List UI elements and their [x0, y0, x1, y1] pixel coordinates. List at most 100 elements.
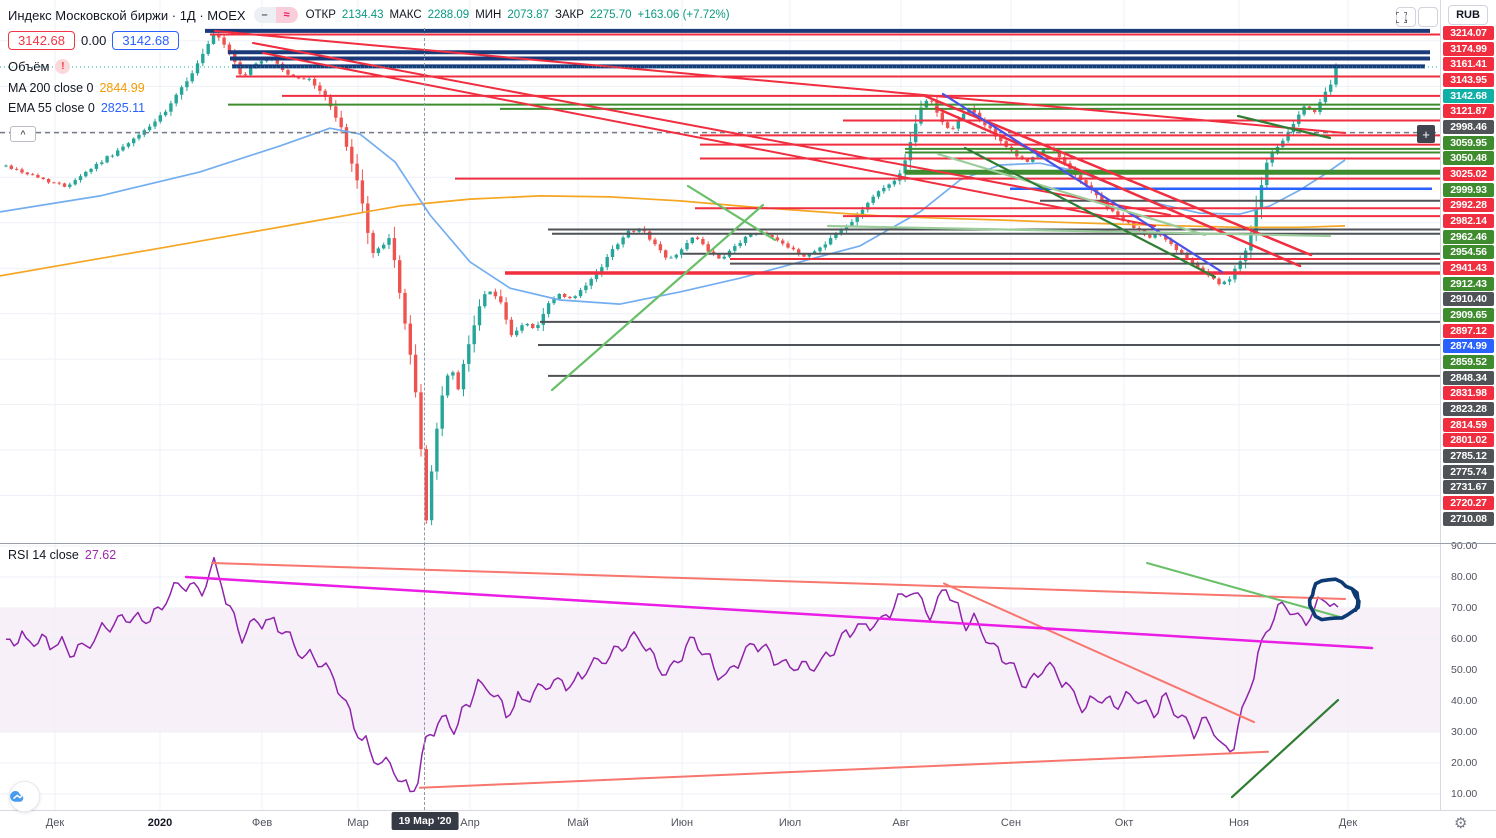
- price-axis-label: 2909.65: [1443, 307, 1494, 322]
- ohlc-readout: ОТКР 2134.43 МАКС 2288.09 МИН 2073.87 ЗАКР 2…: [306, 9, 730, 21]
- close-value: 2275.70: [589, 9, 632, 21]
- ema55-label: EMA 55 close 0: [8, 101, 95, 115]
- close-label: ЗАКР: [554, 9, 584, 21]
- axis-border: [1440, 0, 1441, 838]
- time-axis[interactable]: 19 Мар '20 ⚙ Дек 2020 Фев Мар Апр Май Июн Июл Ав…: [0, 810, 1496, 838]
- price-axis-label: 2998.46: [1443, 120, 1494, 134]
- low-label: МИН: [475, 9, 502, 21]
- horizontal-level-lines: [0, 28, 1441, 377]
- tradingview-logo-button[interactable]: [9, 781, 40, 812]
- rsi-axis-label: 50.00: [1451, 664, 1478, 676]
- price-axis-label: 2999.93: [1443, 182, 1494, 197]
- open-label: ОТКР: [305, 9, 336, 21]
- rsi-label: RSI 14 close: [8, 548, 79, 562]
- ema55-indicator-row: EMA 55 close 0 2825.11: [8, 101, 145, 115]
- price-axis-label: 2831.98: [1443, 386, 1494, 401]
- rsi-trend-lines: [184, 562, 1374, 799]
- style-dash-button[interactable]: –: [253, 7, 276, 23]
- high-label: МАКС: [389, 9, 422, 21]
- price-axis-label: 3142.68: [1443, 88, 1494, 103]
- price-axis-label: 2910.40: [1443, 292, 1494, 307]
- sell-price-button[interactable]: 3142.68: [8, 31, 75, 50]
- exclamation-icon: !: [61, 61, 65, 72]
- rsi-line: [5, 556, 1339, 793]
- style-wave-button[interactable]: ≈: [275, 7, 298, 23]
- time-axis-label: Ноя: [1228, 817, 1250, 829]
- price-axis-label: 2962.46: [1443, 229, 1494, 244]
- add-alert-plus-icon[interactable]: +: [1417, 125, 1435, 143]
- time-axis-label: Сен: [1000, 817, 1022, 829]
- chart-header: Индекс Московской биржи · 1Д · MOEX – ≈ …: [8, 4, 730, 26]
- download-button[interactable]: ↓: [1396, 7, 1416, 27]
- rsi-axis-label: 70.00: [1451, 602, 1478, 614]
- currency-button[interactable]: RUB: [1448, 5, 1488, 25]
- ma200-indicator-row: MA 200 close 0 2844.99: [8, 81, 145, 95]
- fullscreen-button[interactable]: [1396, 7, 1438, 27]
- time-axis-label: Авг: [892, 817, 910, 829]
- collapse-pane-button[interactable]: ^: [10, 126, 36, 142]
- rsi-axis-label: 40.00: [1451, 695, 1478, 707]
- price-axis-label: 2859.52: [1443, 354, 1494, 369]
- rsi-axis-label: 20.00: [1451, 757, 1478, 769]
- bid-ask-row: 3142.68 0.00 3142.68: [8, 31, 180, 50]
- price-axis-label: 2720.27: [1443, 495, 1494, 510]
- currency-label: RUB: [1456, 9, 1480, 21]
- price-axis-label: 2814.59: [1443, 417, 1494, 432]
- volume-label: Объём: [8, 59, 50, 74]
- tradingview-logo-icon: [10, 790, 25, 802]
- ma200-value: 2844.99: [99, 81, 145, 95]
- candlestick-series: [4, 31, 1338, 526]
- price-axis[interactable]: 3214.07 3174.99 3161.41 3143.95 3142.68 3121.…: [1441, 0, 1496, 810]
- download-icon: ↓: [1403, 10, 1409, 24]
- price-axis-label: 2801.02: [1443, 433, 1494, 448]
- high-value: 2288.09: [427, 9, 470, 21]
- price-axis-label: 2848.34: [1443, 370, 1494, 385]
- hand-drawn-circle-annotation: [1307, 577, 1361, 622]
- time-axis-label: Фев: [251, 817, 273, 829]
- symbol-title[interactable]: Индекс Московской биржи · 1Д · MOEX: [8, 7, 246, 23]
- ma200-label: MA 200 close 0: [8, 81, 94, 95]
- price-axis-label: 2941.43: [1443, 260, 1494, 275]
- price-axis-label: 3050.48: [1443, 151, 1494, 166]
- rsi-axis-label: 10.00: [1451, 788, 1478, 800]
- price-axis-label: 2874.99: [1443, 339, 1494, 354]
- rsi-pane-canvas[interactable]: [0, 543, 1441, 810]
- time-axis-label: Апр: [460, 817, 480, 829]
- chart-action-buttons: ↓: [1396, 7, 1438, 27]
- time-axis-label: Июл: [778, 817, 802, 829]
- rsi-axis-label: 80.00: [1451, 571, 1478, 583]
- price-axis-label: 3143.95: [1443, 73, 1494, 87]
- fullscreen-icon: [1396, 11, 1407, 23]
- price-axis-label: 2775.74: [1443, 464, 1494, 479]
- crosshair-vertical-line: [424, 28, 425, 810]
- spread-value: 0.00: [81, 33, 107, 48]
- low-value: 2073.87: [507, 9, 549, 21]
- pane-separator[interactable]: [0, 543, 1496, 544]
- price-axis-label: 2731.67: [1443, 480, 1494, 495]
- rsi-axis-label: 60.00: [1451, 633, 1478, 645]
- wave-icon: ≈: [283, 9, 290, 21]
- time-axis-label: Окт: [1114, 817, 1134, 829]
- ema55-value: 2825.11: [100, 101, 146, 115]
- gear-icon[interactable]: ⚙: [1454, 814, 1468, 832]
- trend-lines: [214, 30, 1346, 392]
- time-axis-label: 2020: [147, 817, 173, 829]
- ma200-line: [0, 195, 1346, 277]
- rsi-axis-label: 30.00: [1451, 726, 1478, 738]
- line-style-toggle: – ≈: [253, 7, 298, 23]
- change-value: +163.06 (+7.72%): [637, 9, 730, 21]
- plus-icon: +: [1422, 126, 1430, 142]
- chevron-up-icon: ^: [20, 129, 26, 139]
- price-axis-label: 3161.41: [1443, 57, 1494, 72]
- price-pane-canvas[interactable]: [0, 0, 1441, 543]
- buy-price-button[interactable]: 3142.68: [112, 31, 180, 50]
- time-axis-label: Дек: [45, 817, 65, 829]
- time-axis-label: Дек: [1338, 817, 1358, 829]
- price-axis-label: 2785.12: [1443, 448, 1494, 463]
- crosshair-date-badge: 19 Мар '20: [391, 812, 459, 830]
- price-axis-label: 2897.12: [1443, 323, 1494, 338]
- time-axis-label: Июн: [670, 817, 694, 829]
- rsi-value: 27.62: [84, 548, 117, 562]
- volume-error-icon[interactable]: !: [55, 59, 71, 74]
